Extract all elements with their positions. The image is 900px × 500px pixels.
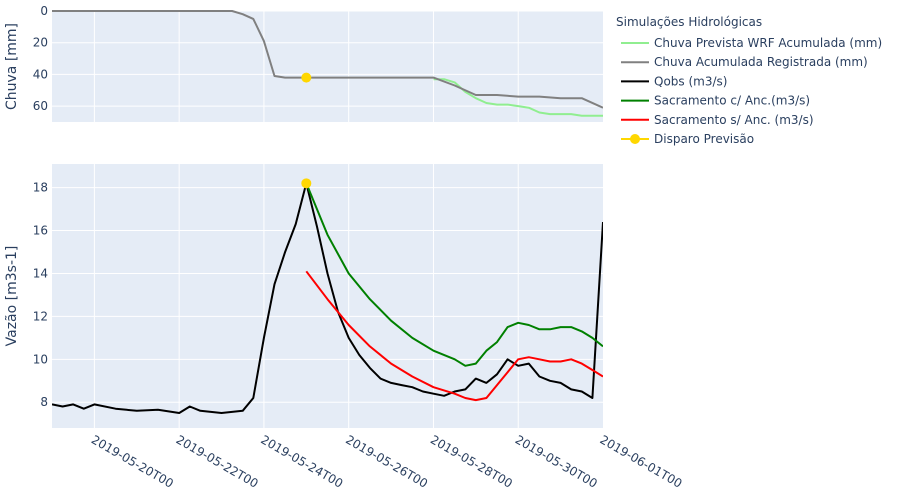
flow-sacramento-c-anc-m3-s-line[interactable] [305,182,603,367]
rain-plot-area [52,11,603,122]
flow-y-tick-label: 10 [33,352,48,366]
flow-y-tick-label: 12 [33,309,48,323]
legend-title: Simulações Hidrológicas [616,15,762,29]
legend-label: Sacramento c/ Anc.(m3/s) [654,94,810,108]
legend-item-chuva-prevista-wrf-acumulada-mm[interactable]: Chuva Prevista WRF Acumulada (mm) [621,36,882,50]
rain-y-tick-label: 40 [33,67,48,81]
flow-disparo-previsao-marker[interactable] [301,178,312,189]
legend[interactable]: Simulações Hidrológicas Chuva Prevista WR… [616,15,882,146]
legend-label: Sacramento s/ Anc. (m3/s) [654,113,814,127]
rain-y-axis-title: Chuva [mm] [4,23,20,110]
flow-plot-area [52,164,603,428]
x-tick-label: 2019-05-22T00 [174,432,261,490]
rain-subplot: 0 20 40 60 Chuva [mm] [4,4,603,122]
legend-item-disparo-previsao[interactable]: Disparo Previsão [621,132,754,146]
legend-label: Chuva Prevista WRF Acumulada (mm) [654,36,882,50]
legend-label: Chuva Acumulada Registrada (mm) [654,55,868,69]
flow-y-tick-label: 14 [33,266,48,280]
legend-item-chuva-acumulada-registrada-mm[interactable]: Chuva Acumulada Registrada (mm) [621,55,868,69]
x-tick-label: 2019-06-01T00 [598,432,685,490]
legend-item-sacramento-s-anc-m3-s[interactable]: Sacramento s/ Anc. (m3/s) [621,113,814,127]
flow-qobs-m3-s-line[interactable] [52,182,603,414]
flow-y-axis-title: Vazão [m3s-1] [4,246,20,347]
x-tick-label: 2019-05-30T00 [513,432,600,490]
rain-y-tick-label: 0 [40,4,48,18]
flow-y-tick-label: 18 [33,181,48,195]
flow-y-tick-label: 8 [40,395,48,409]
legend-item-sacramento-c-anc-m3-s[interactable]: Sacramento c/ Anc.(m3/s) [621,94,810,108]
x-tick-label: 2019-05-26T00 [343,432,430,490]
x-tick-label: 2019-05-28T00 [428,432,515,490]
legend-item-qobs-m3-s[interactable]: Qobs (m3/s) [621,74,727,88]
rain-disparo-previsao-marker[interactable] [301,72,312,83]
rain-y-tick-label: 60 [33,99,48,113]
x-tick-label: 2019-05-20T00 [89,432,176,490]
legend-marker [630,134,640,144]
legend-label: Qobs (m3/s) [654,74,727,88]
x-tick-label: 2019-05-24T00 [258,432,345,490]
rain-y-tick-label: 20 [33,36,48,50]
legend-label: Disparo Previsão [654,132,754,146]
flow-sacramento-s-anc-m3-s-line[interactable] [305,270,603,402]
flow-y-tick-label: 16 [33,224,48,238]
